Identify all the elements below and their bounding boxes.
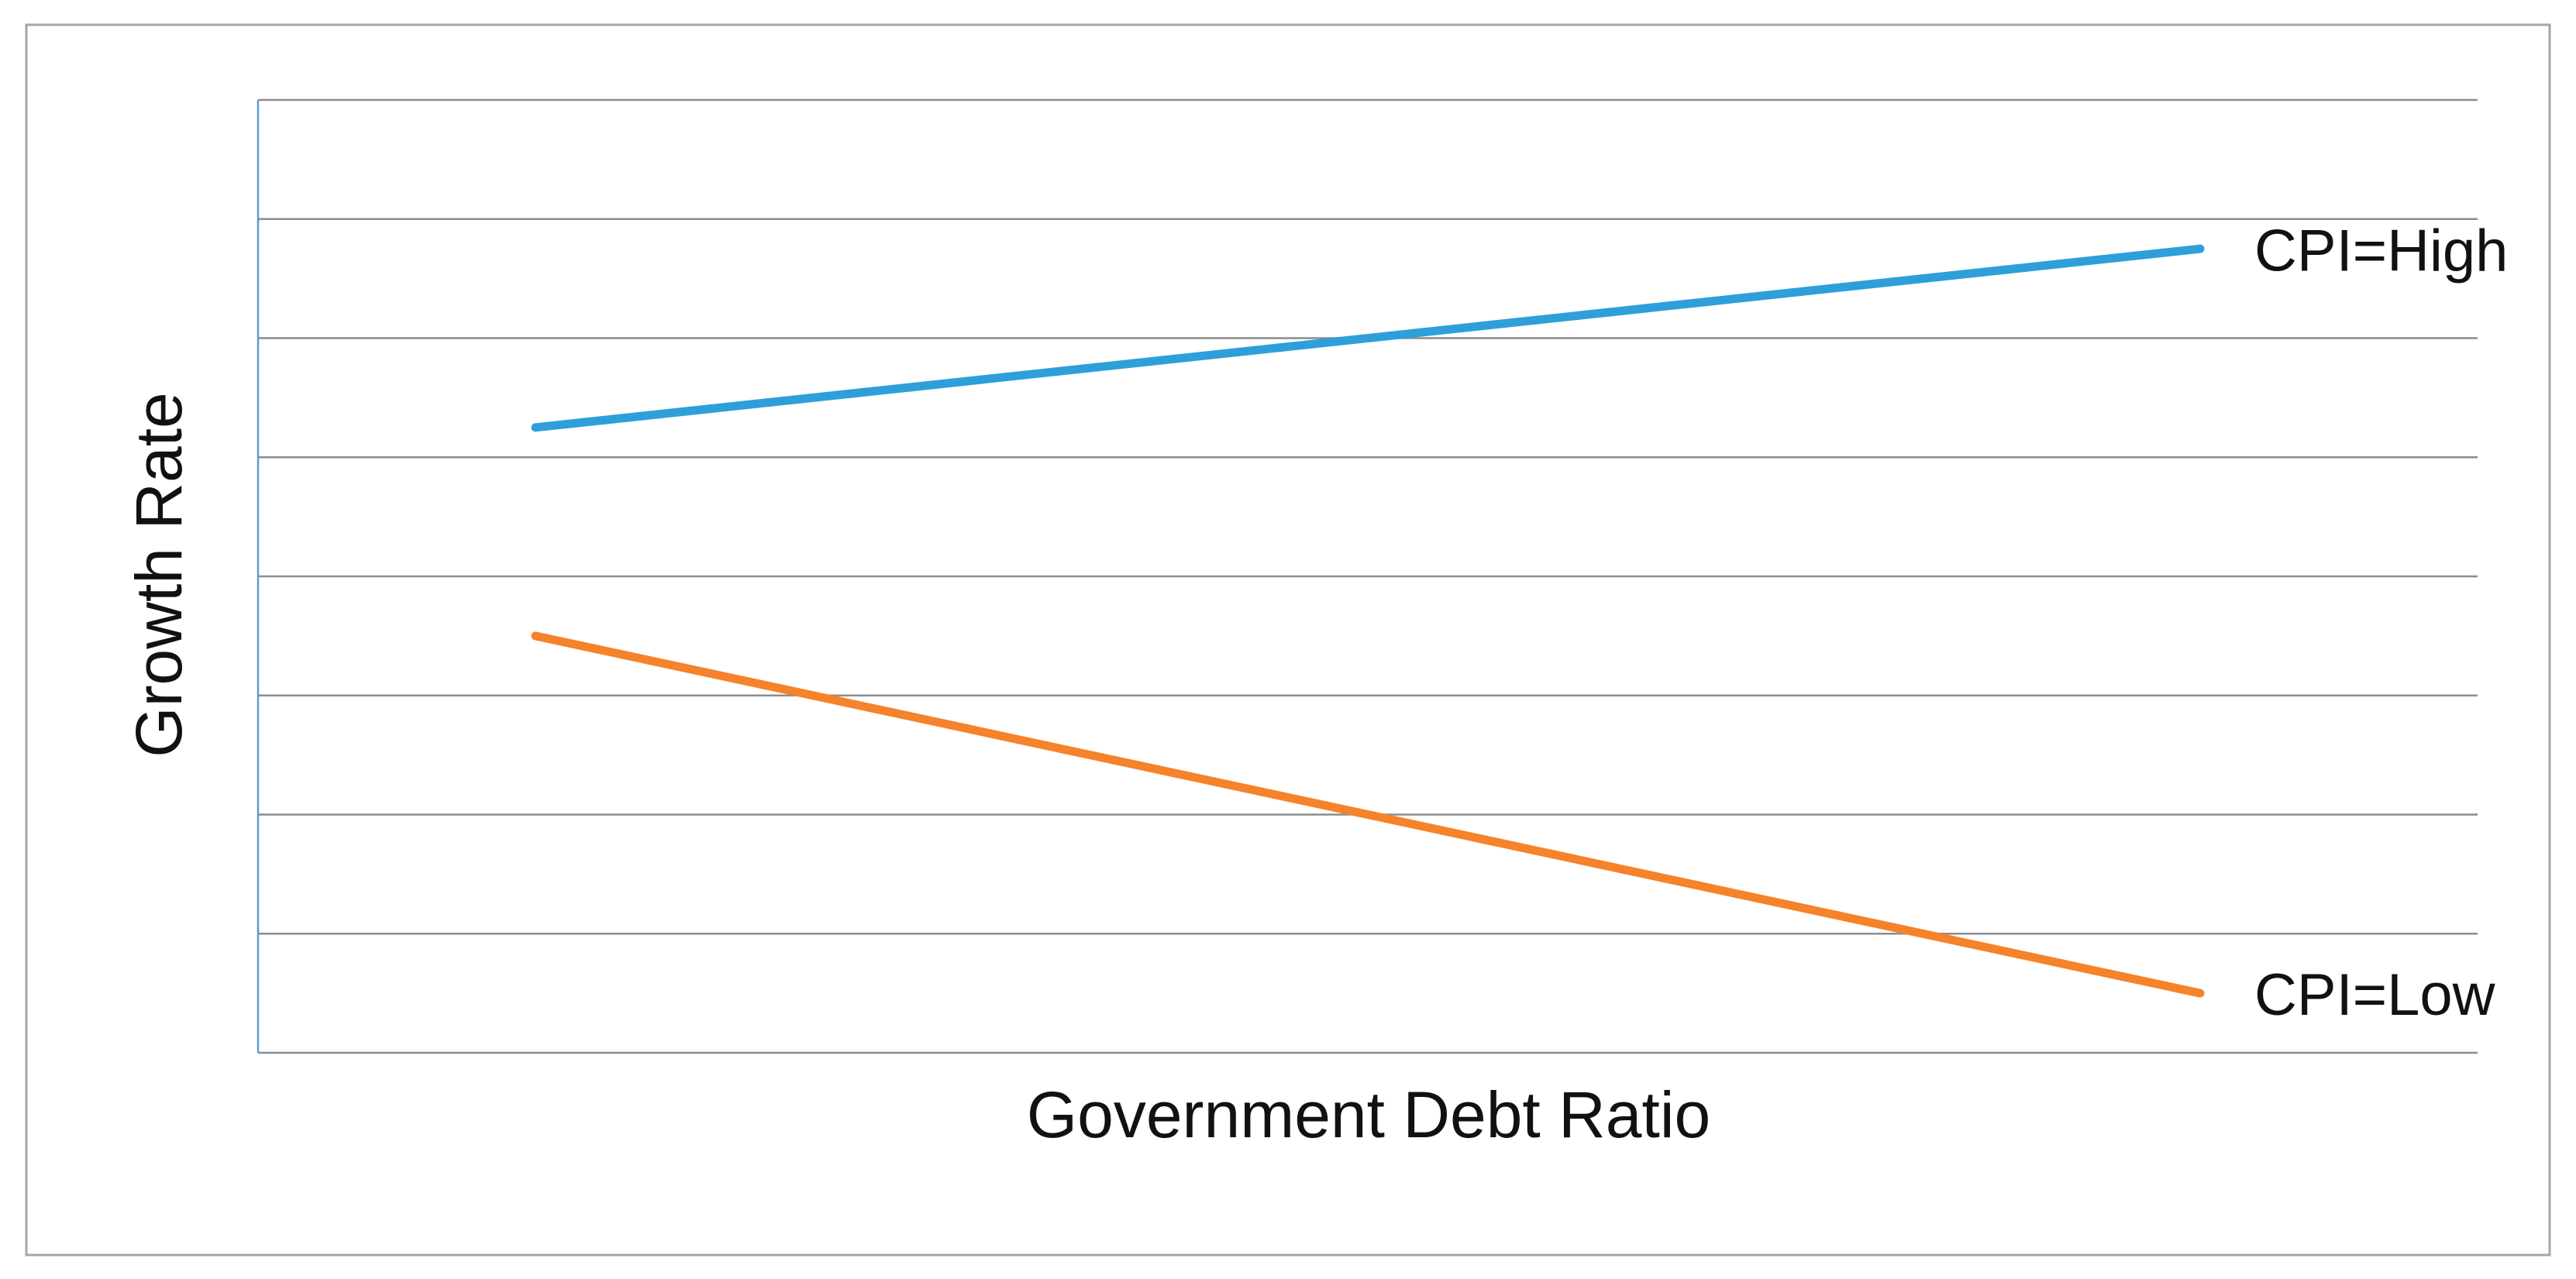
y-axis-title: Growth Rate: [122, 392, 195, 758]
chart-frame: [25, 23, 2551, 1257]
x-axis-title: Government Debt Ratio: [1027, 1078, 1710, 1151]
series-line: [531, 631, 2205, 998]
series-line: [531, 244, 2205, 432]
series-label: CPI=Low: [2254, 962, 2496, 1028]
series-label: CPI=High: [2254, 218, 2508, 284]
